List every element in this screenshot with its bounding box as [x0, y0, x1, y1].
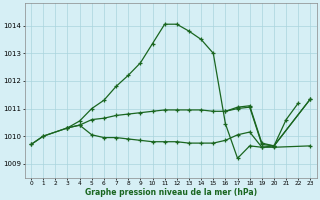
X-axis label: Graphe pression niveau de la mer (hPa): Graphe pression niveau de la mer (hPa)	[85, 188, 257, 197]
